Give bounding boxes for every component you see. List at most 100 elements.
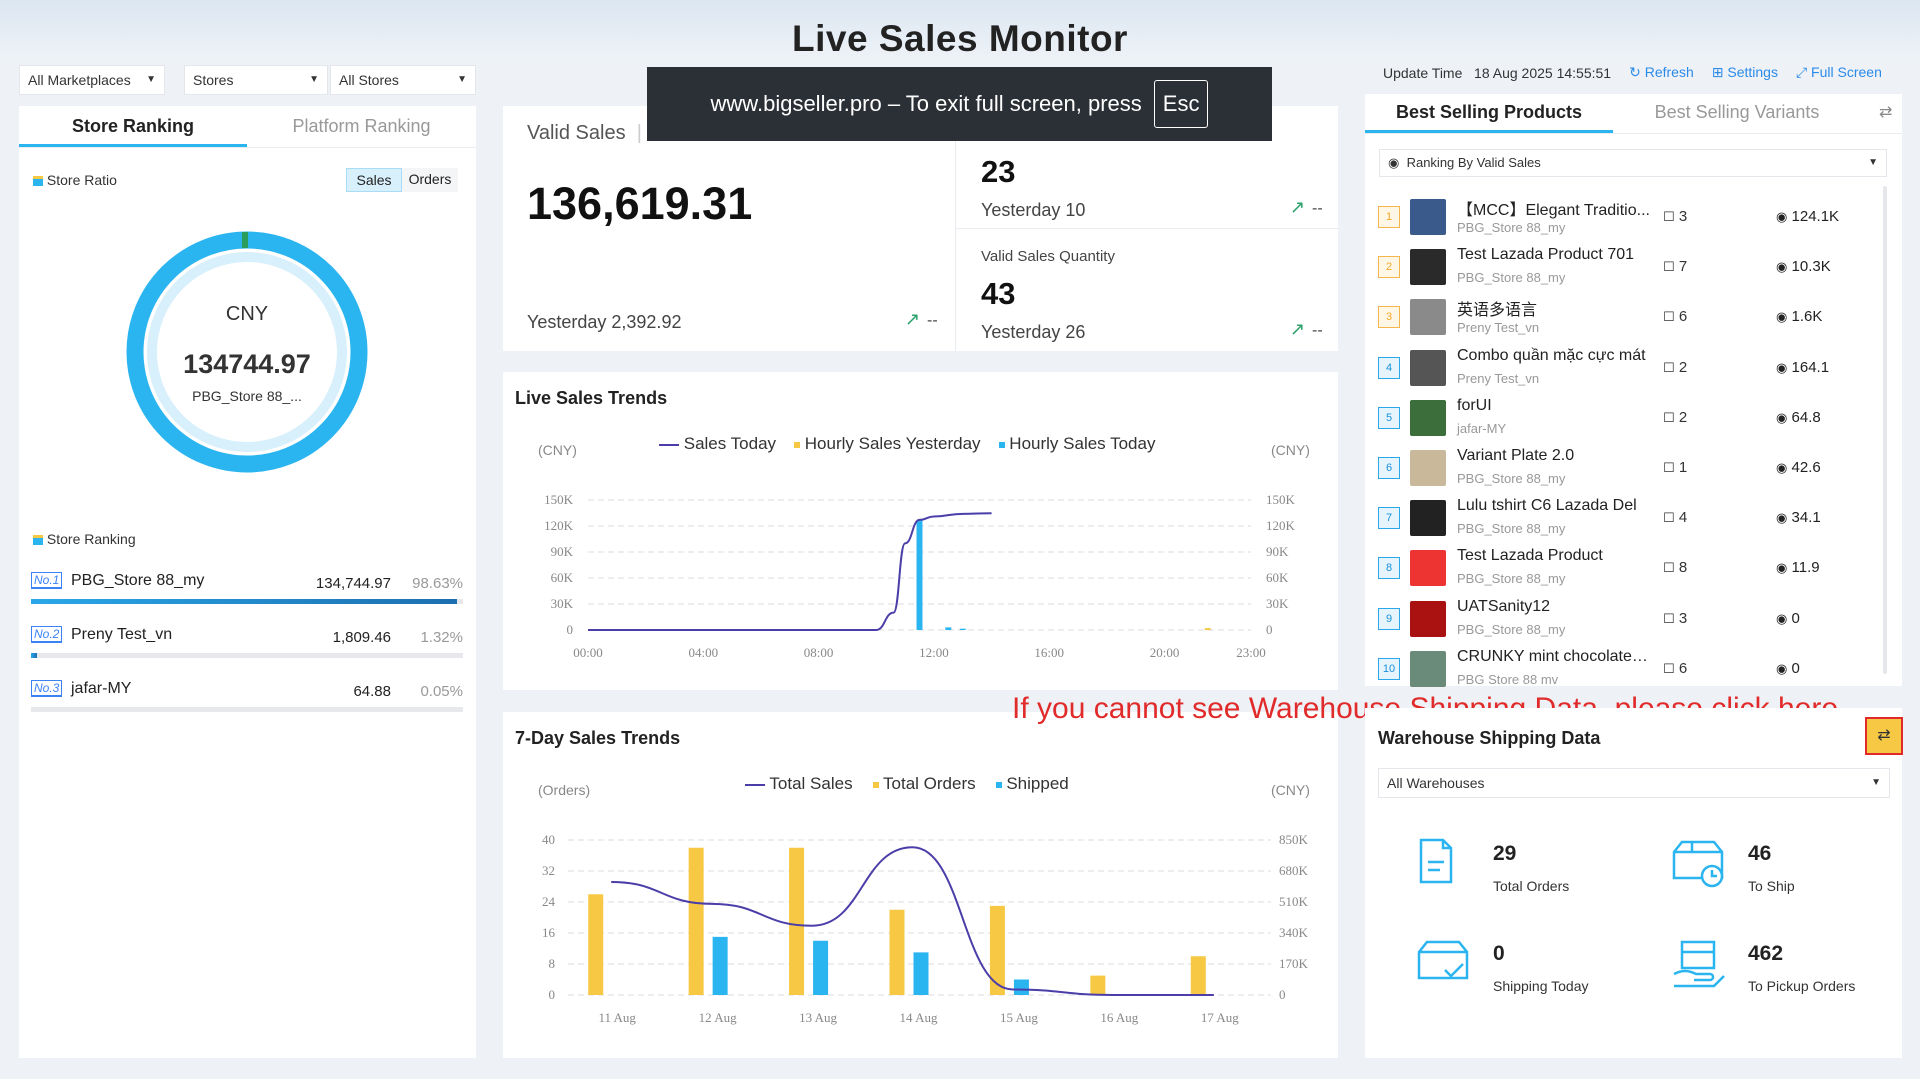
warehouse-tile[interactable]: 462 To Pickup Orders: [1670, 938, 1890, 1018]
legend-shipped[interactable]: Shipped: [995, 774, 1069, 794]
toggle-sales[interactable]: Sales: [346, 168, 402, 192]
product-store: PBG_Store 88_my: [1457, 621, 1566, 637]
trend-up-icon: ↗: [1290, 319, 1306, 339]
product-row[interactable]: 5 forUI jafar-MY ☐ 2 ◉ 64.8: [1378, 397, 1858, 447]
product-quantity: ☐ 2: [1663, 358, 1688, 376]
product-row[interactable]: 10 CRUNKY mint chocolate i... PBG Store …: [1378, 648, 1858, 698]
warehouse-tile[interactable]: 29 Total Orders: [1415, 838, 1635, 918]
grid-settings-icon: ⊞: [1711, 64, 1724, 80]
tab-store-ranking[interactable]: Store Ranking: [71, 116, 195, 136]
quantity-icon: ☐: [1663, 409, 1675, 425]
product-name: CRUNKY mint chocolate i...: [1457, 647, 1652, 665]
product-row[interactable]: 8 Test Lazada Product PBG_Store 88_my ☐ …: [1378, 547, 1858, 597]
product-row[interactable]: 7 Lulu tshirt C6 Lazada Del PBG_Store 88…: [1378, 497, 1858, 547]
product-name: 英语多语言: [1457, 302, 1538, 320]
ranking-by-select[interactable]: ◉ Ranking By Valid Sales ▼: [1379, 149, 1887, 177]
legend-total-sales[interactable]: Total Sales: [745, 774, 853, 794]
full-screen-label: Full Screen: [1811, 64, 1882, 80]
tab-best-selling-products[interactable]: Best Selling Products: [1395, 102, 1583, 122]
product-sales: ◉ 11.9: [1776, 559, 1820, 577]
x-tick: 00:00: [573, 645, 603, 660]
product-thumbnail: [1410, 500, 1446, 537]
legend-total-orders[interactable]: Total Orders: [872, 774, 976, 794]
product-row[interactable]: 6 Variant Plate 2.0 PBG_Store 88_my ☐ 1 …: [1378, 447, 1858, 497]
legend-hourly-yesterday[interactable]: Hourly Sales Yesterday: [794, 434, 981, 454]
bar-total-orders: [989, 905, 1005, 995]
stores-type-select[interactable]: Stores ▼: [184, 65, 328, 95]
product-thumbnail: [1410, 199, 1446, 235]
warehouse-tile[interactable]: 46 To Ship: [1670, 838, 1890, 918]
coin-icon: ◉: [1776, 560, 1788, 576]
donut-value: 134744.97: [183, 349, 311, 379]
product-row[interactable]: 9 UATSanity12 PBG_Store 88_my ☐ 3 ◉ 0: [1378, 598, 1858, 648]
live-trends-legend: Sales Today Hourly Sales Yesterday Hourl…: [659, 434, 1155, 454]
bar-shipped: [1013, 979, 1029, 995]
quantity-icon: ☐: [1663, 259, 1675, 275]
product-sales: ◉ 10.3K: [1776, 258, 1831, 276]
trend-up-icon: ↗: [1290, 197, 1306, 217]
product-sales: ◉ 124.1K: [1776, 208, 1840, 225]
full-screen-button[interactable]: ⤢ Full Screen: [1796, 64, 1882, 81]
product-row[interactable]: 1 【MCC】Elegant Traditio... PBG_Store 88_…: [1378, 196, 1858, 246]
product-thumbnail: [1410, 550, 1446, 587]
product-name: Variant Plate 2.0: [1457, 447, 1575, 464]
rank-badge: No.3: [31, 680, 63, 697]
refresh-button[interactable]: ↻ Refresh: [1629, 64, 1694, 81]
tab-best-selling-variants[interactable]: Best Selling Variants: [1654, 102, 1820, 122]
settings-button[interactable]: ⊞ Settings: [1712, 64, 1778, 81]
warehouse-select[interactable]: All Warehouses ▼: [1378, 768, 1890, 798]
product-thumbnail: [1410, 600, 1446, 637]
y-tick-right: 0: [1279, 987, 1286, 1002]
page-title: Live Sales Monitor: [792, 18, 1128, 59]
seven-day-chart: 40 850K 32 680K 24 510K 16 340K 8 170K 0 0 11 Aug 12 …: [542, 832, 1309, 1025]
product-name: UATSanity12: [1457, 597, 1551, 615]
warehouse-switch-button[interactable]: ⇄: [1865, 717, 1903, 755]
ranking-icon: ◉: [1388, 155, 1400, 170]
product-store: PBG_Store 88_my: [1457, 270, 1566, 286]
store-progress-track: [31, 599, 463, 604]
legend-hourly-today[interactable]: Hourly Sales Today: [998, 434, 1155, 454]
store-rank-row: No.3 jafar-MY 64.88 0.05%: [31, 679, 463, 719]
stores-select[interactable]: All Stores ▼: [330, 65, 476, 95]
live-trends-left-unit: (CNY): [538, 442, 577, 458]
tab-platform-ranking[interactable]: Platform Ranking: [292, 116, 431, 136]
bar-total-orders: [1090, 975, 1106, 995]
store-pct: 1.32%: [420, 629, 463, 646]
seven-day-legend: Total Sales Total Orders Shipped: [745, 774, 1069, 794]
bar-shipped: [712, 936, 728, 995]
x-tick: 12:00: [919, 645, 949, 660]
y-tick-right: 850K: [1279, 832, 1309, 847]
box-clock-icon: [1672, 840, 1724, 888]
product-row[interactable]: 2 Test Lazada Product 701 PBG_Store 88_m…: [1378, 246, 1858, 296]
store-rank-row: No.1 PBG_Store 88_my 134,744.97 98.63%: [31, 571, 463, 611]
bar-hourly-today: [916, 519, 923, 630]
x-tick: 13 Aug: [799, 1010, 837, 1025]
box-check-icon: [1417, 940, 1469, 980]
toggle-orders[interactable]: Orders: [402, 168, 458, 192]
product-rank: 5: [1378, 406, 1400, 429]
marketplace-select[interactable]: All Marketplaces ▼: [19, 65, 165, 95]
product-rank: 3: [1378, 306, 1400, 329]
y-tick-right: 0: [1266, 622, 1273, 637]
product-thumbnail: [1410, 299, 1446, 336]
legend-sales-today[interactable]: Sales Today: [659, 434, 776, 454]
scrollbar[interactable]: [1883, 186, 1887, 674]
y-tick-left: 30K: [551, 596, 574, 611]
y-tick-right: 90K: [1266, 544, 1289, 559]
document-icon: [1419, 838, 1453, 884]
sales-today-line: [587, 512, 992, 631]
header-actions: Update Time 18 Aug 2025 14:55:51 ↻ Refre…: [1383, 64, 1882, 81]
quantity-yesterday: Yesterday 26: [981, 322, 1086, 342]
x-tick: 14 Aug: [900, 1010, 938, 1025]
product-thumbnail: [1410, 249, 1446, 286]
product-name: Lulu tshirt C6 Lazada Del: [1457, 497, 1637, 515]
y-tick-right: 150K: [1266, 492, 1296, 507]
y-tick-right: 340K: [1279, 925, 1309, 940]
product-row[interactable]: 4 Combo quần mặc cực mát Preny Test_vn ☐…: [1378, 347, 1858, 397]
product-row[interactable]: 3 英语多语言 Preny Test_vn ☐ 6 ◉ 1.6K: [1378, 296, 1858, 346]
product-quantity: ☐ 2: [1663, 408, 1688, 426]
product-thumbnail: [1410, 349, 1446, 386]
warehouse-tile[interactable]: 0 Shipping Today: [1415, 938, 1635, 1018]
switch-icon[interactable]: ⇄: [1879, 104, 1893, 121]
ranking-by-value: Ranking By Valid Sales: [1406, 155, 1541, 170]
